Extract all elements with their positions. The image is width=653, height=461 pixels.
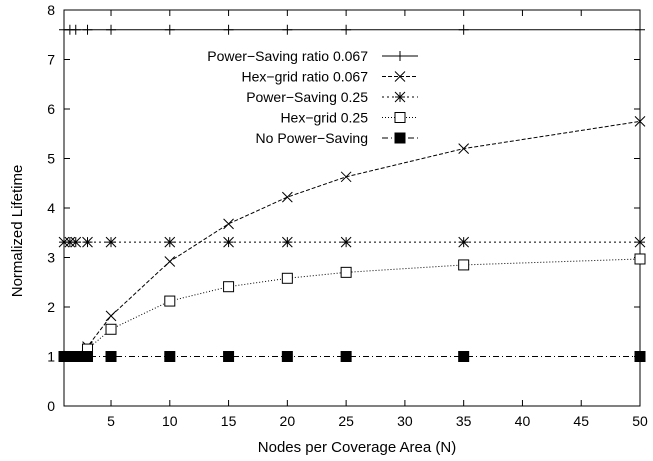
legend-label: Power−Saving ratio 0.067 (207, 48, 368, 64)
data-point (105, 351, 117, 362)
series-line (64, 258, 641, 357)
data-point (223, 218, 234, 230)
series-2 (58, 236, 646, 248)
data-point (223, 24, 234, 35)
x-tick-label: 25 (338, 413, 354, 429)
data-point (82, 236, 93, 248)
y-tick-label: 5 (47, 151, 55, 167)
data-point (458, 143, 470, 154)
x-tick-label: 10 (162, 413, 178, 429)
data-point (70, 236, 82, 248)
data-point (164, 295, 176, 307)
data-point (164, 236, 176, 248)
y-tick-label: 7 (47, 52, 55, 68)
data-point (458, 351, 470, 362)
x-tick-label: 35 (456, 413, 472, 429)
x-tick-label: 15 (221, 413, 237, 429)
legend-swatch-marker (394, 71, 406, 82)
y-tick-label: 6 (47, 101, 55, 117)
data-point (82, 24, 93, 35)
series-1 (58, 116, 646, 362)
x-axis-title: Nodes per Coverage Area (N) (258, 439, 456, 456)
data-point (223, 351, 235, 362)
legend-label: Hex−grid 0.25 (280, 110, 368, 126)
y-tick-label: 0 (47, 398, 55, 414)
y-tick-label: 8 (47, 2, 55, 18)
data-point (164, 256, 176, 267)
data-point (634, 253, 646, 265)
data-point (281, 272, 293, 284)
legend-swatch-marker (395, 51, 405, 61)
data-point (340, 236, 352, 248)
data-point (635, 24, 645, 35)
data-point (282, 24, 293, 35)
y-tick-label: 2 (47, 299, 55, 315)
data-point (458, 259, 470, 271)
data-point (105, 310, 117, 322)
data-point (223, 236, 234, 248)
data-point (340, 351, 352, 362)
legend-swatch-marker (394, 112, 406, 123)
legend-label: Power−Saving 0.25 (246, 89, 368, 105)
data-point (164, 24, 175, 35)
series-3 (58, 253, 646, 362)
series-line (64, 120, 641, 357)
x-tick-label: 45 (573, 413, 589, 429)
data-point (82, 351, 94, 362)
series-4 (58, 351, 646, 362)
data-point (164, 351, 176, 362)
legend-swatch-marker (394, 91, 406, 103)
data-point (634, 351, 646, 362)
y-tick-label: 3 (47, 250, 55, 266)
data-point (340, 171, 352, 183)
data-point (58, 236, 70, 248)
data-point (458, 24, 469, 35)
data-point (341, 24, 352, 35)
data-point (281, 236, 293, 248)
legend-label: Hex−grid ratio 0.067 (242, 69, 369, 85)
legend-label: No Power−Saving (256, 130, 368, 146)
x-tick-label: 20 (280, 413, 296, 429)
data-point (223, 281, 235, 293)
data-point (340, 266, 352, 278)
x-tick-label: 5 (107, 413, 115, 429)
series-0 (59, 24, 645, 35)
x-tick-label: 30 (397, 413, 413, 429)
data-point (64, 236, 76, 248)
y-tick-label: 1 (47, 349, 55, 365)
data-point (634, 236, 646, 248)
data-point (105, 323, 117, 335)
legend-swatch-marker (394, 132, 406, 144)
data-point (105, 236, 117, 248)
data-point (281, 191, 293, 203)
data-point (70, 24, 81, 35)
y-axis-title: Normalized Lifetime (9, 165, 26, 298)
data-point (106, 24, 117, 35)
x-tick-label: 40 (515, 413, 531, 429)
data-point (634, 116, 646, 127)
x-tick-label: 50 (632, 413, 648, 429)
data-point (458, 236, 470, 248)
data-point (281, 351, 293, 362)
legend: Power−Saving ratio 0.067 Hex−grid ratio 0… (207, 48, 418, 146)
y-tick-label: 4 (47, 200, 55, 216)
